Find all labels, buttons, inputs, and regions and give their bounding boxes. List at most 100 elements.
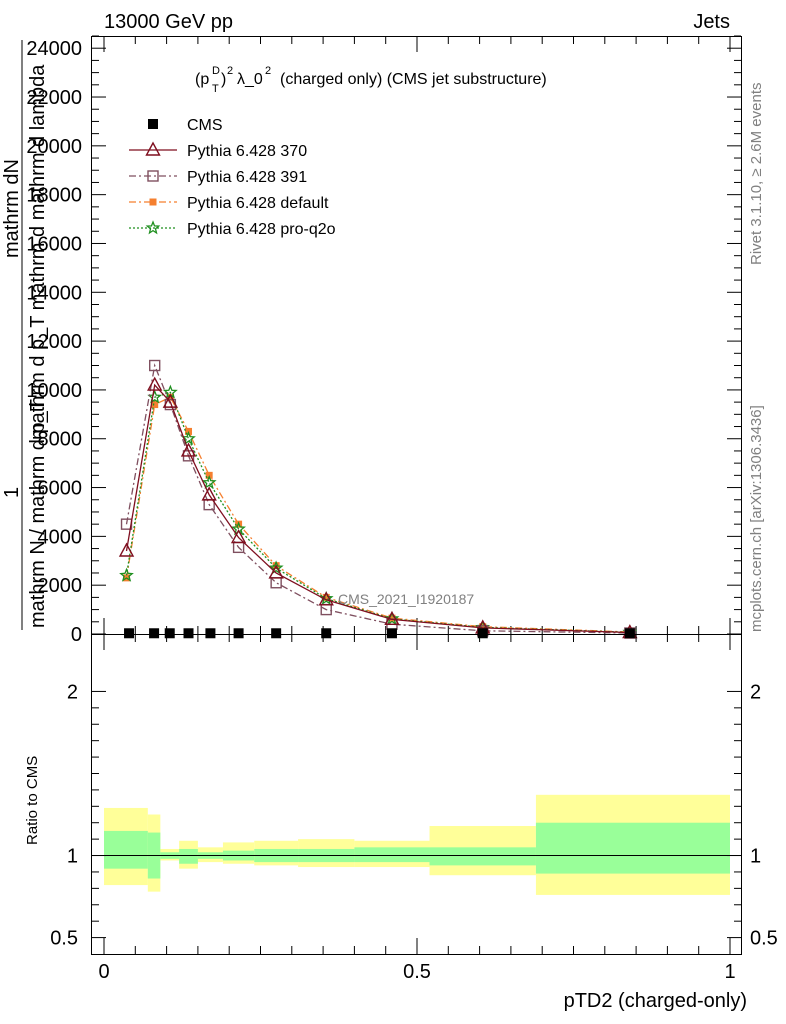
ratio-band-inner bbox=[429, 847, 536, 866]
point-cms bbox=[205, 628, 216, 639]
point-proq2o bbox=[119, 567, 134, 582]
legend-marker-cms bbox=[148, 119, 158, 129]
y-tick-label: 4000 bbox=[38, 526, 83, 548]
legend-label-cms: CMS bbox=[187, 117, 223, 134]
main-plot-series bbox=[118, 359, 638, 639]
legend-label-proq2o: Pythia 6.428 pro-q2o bbox=[187, 221, 336, 238]
legend-label-p391: Pythia 6.428 391 bbox=[187, 169, 307, 186]
plot-title-text: (charged only) (CMS jet substructure) bbox=[280, 71, 547, 88]
legend: CMS Pythia 6.428 370 Pythia 6.428 391 Pythi… bbox=[129, 117, 336, 238]
y-label-numerator: mathrm dN bbox=[1, 159, 23, 258]
y-tick-label: 10000 bbox=[26, 380, 82, 402]
y-tick-label: 2000 bbox=[38, 575, 83, 597]
y-tick-label: 12000 bbox=[26, 331, 82, 353]
point-proq2o bbox=[147, 389, 163, 404]
ratio-y-tick-label: 2 bbox=[67, 681, 78, 703]
point-default bbox=[322, 593, 330, 601]
y-label-prefix: 1 bbox=[1, 487, 23, 498]
y-tick-label: 20000 bbox=[26, 136, 82, 158]
point-p370 bbox=[118, 542, 135, 557]
point-p370 bbox=[268, 564, 284, 579]
ratio-axes: 0.5 0.5 1 1 2 2 0 0.5 1 bbox=[50, 634, 778, 983]
point-cms bbox=[183, 628, 194, 639]
ratio-bands bbox=[92, 794, 741, 895]
ratio-y-label: Ratio to CMS bbox=[24, 756, 41, 845]
point-default bbox=[479, 623, 487, 631]
point-cms bbox=[124, 628, 135, 639]
y-tick-label: 0 bbox=[71, 624, 82, 646]
point-cms bbox=[624, 628, 635, 639]
point-proq2o bbox=[201, 474, 217, 489]
y-tick-label: 18000 bbox=[26, 185, 82, 207]
point-p370 bbox=[162, 393, 179, 408]
svg-text:D: D bbox=[212, 65, 220, 77]
ratio-band-inner bbox=[354, 847, 430, 863]
legend-label-p370: Pythia 6.428 370 bbox=[187, 143, 307, 160]
rivet-label: Rivet 3.1.10, ≥ 2.6M events bbox=[748, 83, 765, 266]
series-line-default bbox=[125, 396, 630, 633]
point-p370 bbox=[180, 442, 197, 457]
point-cms bbox=[164, 628, 175, 639]
point-p370 bbox=[201, 486, 217, 501]
svg-text:(p: (p bbox=[195, 71, 209, 88]
point-cms bbox=[233, 628, 244, 639]
header-left: 13000 GeV pp bbox=[104, 11, 233, 33]
point-proq2o bbox=[268, 560, 284, 575]
ratio-plot-frame bbox=[91, 634, 742, 955]
x-tick-label: 0.5 bbox=[403, 961, 431, 983]
ratio-y-tick-label-right: 0.5 bbox=[750, 928, 778, 950]
svg-text:λ_0: λ_0 bbox=[237, 71, 263, 88]
legend-marker-proq2o bbox=[145, 220, 161, 235]
point-proq2o bbox=[181, 430, 196, 446]
point-cms bbox=[321, 628, 332, 639]
ratio-band-inner bbox=[179, 848, 198, 864]
legend-marker-p391 bbox=[147, 170, 159, 182]
main-x-axis bbox=[103, 36, 731, 634]
point-default bbox=[388, 614, 396, 622]
svg-text:2: 2 bbox=[227, 65, 233, 77]
plot-title: (p T D ) 2 λ_0 2 (charged only) (CMS jet… bbox=[195, 65, 547, 95]
point-proq2o bbox=[384, 611, 400, 626]
y-tick-label: 16000 bbox=[26, 233, 82, 255]
point-cms bbox=[271, 628, 282, 639]
point-p370 bbox=[318, 591, 334, 606]
ratio-band-inner bbox=[535, 822, 730, 874]
y-tick-label: 6000 bbox=[38, 478, 83, 500]
point-proq2o bbox=[318, 590, 334, 605]
x-tick-label: 1 bbox=[724, 961, 735, 983]
y-tick-label: 24000 bbox=[26, 38, 82, 60]
point-p391 bbox=[149, 359, 161, 372]
point-cms bbox=[386, 628, 397, 639]
y-tick-label: 22000 bbox=[26, 87, 82, 109]
ratio-y-tick-label-right: 1 bbox=[750, 846, 761, 868]
point-p370 bbox=[230, 529, 247, 544]
point-cms bbox=[477, 628, 488, 639]
point-default bbox=[151, 401, 159, 409]
y-tick-label: 14000 bbox=[26, 282, 82, 304]
y-tick-label: 8000 bbox=[38, 429, 83, 451]
legend-marker-default bbox=[149, 198, 157, 206]
x-tick-label: 0 bbox=[98, 961, 109, 983]
legend-marker-p370 bbox=[145, 141, 161, 156]
header-right: Jets bbox=[693, 11, 730, 33]
point-p370 bbox=[384, 610, 400, 626]
main-y-label: 1 mathrm N / mathrm d p_T mathrm dN math… bbox=[1, 40, 49, 630]
svg-text:2: 2 bbox=[265, 65, 271, 77]
main-y-axis: 0 2000 4000 6000 8000 10000 12000 14000 16000 180… bbox=[26, 35, 741, 646]
y-label-prefix-denominator: mathrm N / mathrm d p_T bbox=[27, 399, 49, 628]
analysis-watermark: CMS_2021_I1920187 bbox=[338, 591, 474, 607]
ratio-y-tick-label: 0.5 bbox=[50, 928, 78, 950]
svg-text:T: T bbox=[212, 83, 219, 95]
ratio-y-tick-label: 1 bbox=[67, 846, 78, 868]
series-line-p370 bbox=[125, 383, 630, 634]
x-axis-label: pTD2 (charged-only) bbox=[564, 990, 747, 1012]
ratio-y-tick-label-right: 2 bbox=[750, 681, 761, 703]
legend-label-default: Pythia 6.428 default bbox=[187, 195, 329, 212]
series-line-p391 bbox=[125, 363, 630, 634]
point-p370 bbox=[147, 376, 163, 391]
y-label-denominator: mathrm d p_T mathrm d mathrm d lambda bbox=[27, 64, 49, 440]
svg-text:): ) bbox=[221, 71, 226, 88]
point-cms bbox=[149, 628, 160, 639]
point-default bbox=[166, 393, 174, 401]
